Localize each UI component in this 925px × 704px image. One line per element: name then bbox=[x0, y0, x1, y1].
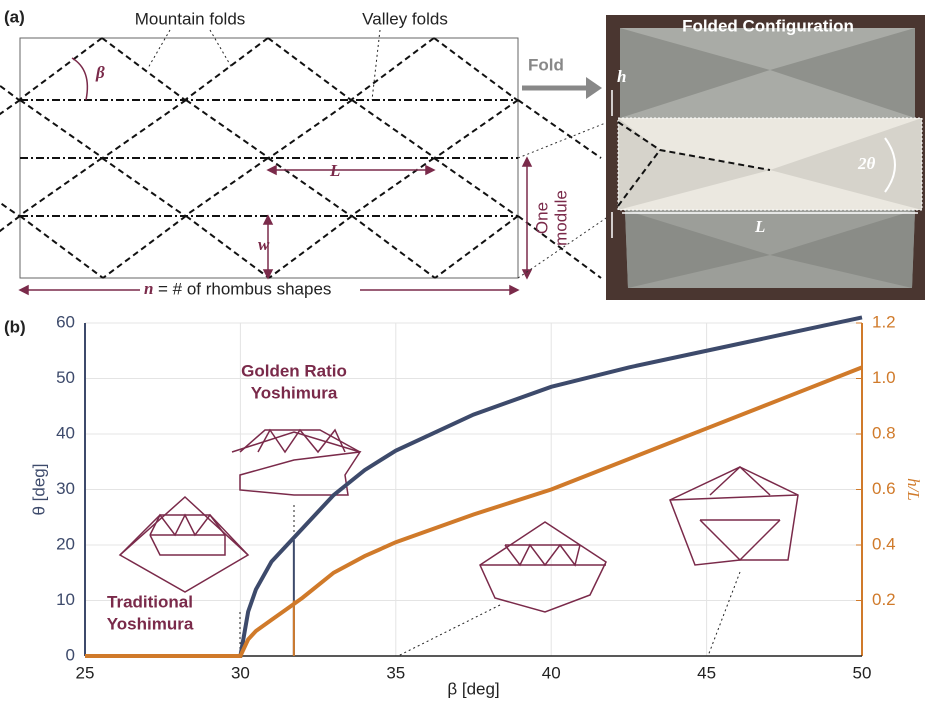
origami-icon bbox=[257, 428, 346, 454]
photo bbox=[606, 15, 925, 300]
data-line bbox=[85, 315, 863, 658]
fold-line bbox=[19, 99, 104, 159]
fold-pattern bbox=[0, 37, 602, 279]
fold-line bbox=[267, 157, 352, 217]
fold-line bbox=[433, 37, 518, 101]
fold-line bbox=[267, 37, 352, 101]
y2-tick-label: 1.2 bbox=[872, 312, 896, 331]
fold-line bbox=[517, 215, 602, 279]
photo-l-label: L bbox=[754, 217, 765, 236]
module-label: module bbox=[551, 190, 570, 246]
origami-icon bbox=[231, 431, 361, 453]
fold-line bbox=[268, 215, 353, 279]
h-label: h bbox=[617, 67, 626, 86]
y-tick-label: 50 bbox=[56, 368, 75, 387]
fold-line bbox=[517, 99, 602, 159]
n-label: n bbox=[144, 279, 153, 298]
mountain-label: Mountain folds bbox=[135, 9, 246, 28]
n-description: = # of rhombus shapes bbox=[158, 279, 331, 298]
x-tick-label: 35 bbox=[386, 663, 405, 682]
fold-line bbox=[351, 215, 436, 279]
fold-line bbox=[0, 99, 21, 116]
photo-title: Folded Configuration bbox=[682, 16, 854, 35]
beta-label: β bbox=[95, 63, 105, 82]
panel-label: (a) bbox=[4, 7, 25, 26]
x-tick-label: 45 bbox=[697, 663, 716, 682]
l-label: L bbox=[329, 161, 340, 180]
origami-icon bbox=[239, 451, 362, 496]
annotation: Golden Ratio bbox=[241, 361, 347, 380]
two-theta-label: 2θ bbox=[857, 154, 876, 173]
fold-line bbox=[184, 37, 269, 101]
x-axis-label: β [deg] bbox=[447, 679, 499, 698]
origami-icon bbox=[669, 466, 799, 566]
fold-line bbox=[101, 157, 186, 217]
annotation: Yoshimura bbox=[251, 383, 338, 402]
fold-line bbox=[102, 215, 187, 279]
fold-line bbox=[433, 157, 518, 217]
y2-tick-label: 0.4 bbox=[872, 534, 896, 553]
y-tick-label: 60 bbox=[56, 312, 75, 331]
fold-line bbox=[102, 99, 187, 159]
data-line bbox=[85, 365, 863, 658]
w-label: w bbox=[258, 235, 270, 254]
annotation: Traditional bbox=[107, 592, 193, 611]
y2-tick-label: 1.0 bbox=[872, 368, 896, 387]
y2-tick-label: 0.6 bbox=[872, 479, 896, 498]
leaders bbox=[147, 29, 381, 101]
zoom-lines bbox=[517, 117, 619, 279]
y-tick-label: 40 bbox=[56, 423, 75, 442]
fold-line bbox=[19, 215, 104, 279]
fold-line bbox=[350, 157, 435, 217]
y-axis-label: θ [deg] bbox=[29, 464, 48, 516]
fold-line bbox=[101, 37, 186, 101]
dimension-arrows bbox=[18, 156, 533, 296]
y2-tick-label: 0.8 bbox=[872, 423, 896, 442]
leader bbox=[707, 571, 741, 657]
fold-line bbox=[268, 99, 353, 159]
x-tick-label: 30 bbox=[231, 663, 250, 682]
origami-icon bbox=[699, 519, 781, 562]
fold-line bbox=[350, 37, 435, 101]
origami-icon bbox=[709, 465, 771, 496]
fold-line bbox=[184, 157, 269, 217]
x-tick-label: 50 bbox=[853, 663, 872, 682]
fold-line bbox=[434, 215, 519, 279]
origami-icon bbox=[479, 521, 607, 613]
y2-axis-label: h/L bbox=[904, 478, 923, 501]
fold-arrow bbox=[522, 77, 602, 99]
annotation: Yoshimura bbox=[107, 614, 194, 633]
beta-arc bbox=[71, 57, 89, 101]
chart: 25 30 35 40 45 50 0 10 20 30 40 50 60 0.2 0.4 0.6 0.8 1.0… bbox=[29, 312, 923, 698]
origami-icon bbox=[149, 513, 226, 537]
fold-line bbox=[0, 215, 21, 233]
fold-label: Fold bbox=[528, 55, 564, 74]
fold-line bbox=[0, 201, 20, 217]
origami-icon bbox=[118, 495, 250, 593]
origami-icon bbox=[504, 543, 581, 567]
fold-line bbox=[18, 37, 103, 101]
fold-line bbox=[185, 99, 270, 159]
fold-line bbox=[18, 157, 103, 217]
fold-line bbox=[351, 99, 436, 159]
fold-line bbox=[185, 215, 270, 279]
y2-tick-label: 0.2 bbox=[872, 590, 896, 609]
y-tick-label: 0 bbox=[66, 645, 75, 664]
y-tick-label: 20 bbox=[56, 534, 75, 553]
x-tick-label: 40 bbox=[542, 663, 561, 682]
leader bbox=[397, 604, 501, 657]
panel-label: (b) bbox=[4, 317, 26, 336]
x-tick-label: 25 bbox=[76, 663, 95, 682]
y-tick-label: 30 bbox=[56, 479, 75, 498]
module-label: One bbox=[532, 202, 551, 234]
origami-icon bbox=[149, 534, 226, 556]
fold-line bbox=[434, 99, 519, 159]
y-tick-label: 10 bbox=[56, 590, 75, 609]
valley-label: Valley folds bbox=[362, 9, 448, 28]
fold-line bbox=[0, 84, 20, 101]
origami-icon bbox=[669, 494, 799, 501]
